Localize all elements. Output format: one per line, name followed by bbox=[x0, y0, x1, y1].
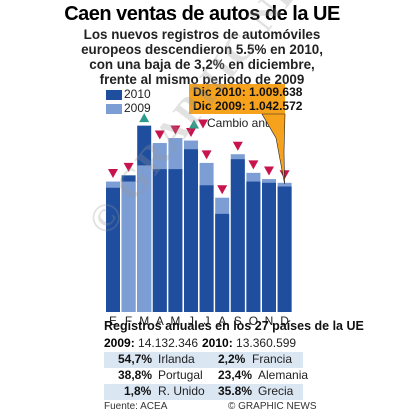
change-marker bbox=[123, 162, 134, 172]
month-tick-label: F bbox=[125, 314, 132, 328]
annual-2009-value: 14.132.346 bbox=[138, 336, 199, 350]
month-tick-label: M bbox=[170, 314, 180, 328]
bar-2009 bbox=[137, 165, 152, 312]
legend-2009-swatch bbox=[106, 104, 122, 114]
annual-right-country: Grecia bbox=[258, 384, 294, 398]
bar-2010 bbox=[277, 186, 292, 312]
annual-heading: Registros anuales en los 27 países de la… bbox=[104, 319, 364, 333]
annual-row-bg bbox=[104, 352, 303, 368]
annual-2009-label: 2009: bbox=[104, 336, 135, 350]
callout-line-2009: Dic 2009: 1.042.572 bbox=[193, 99, 303, 113]
callout-pointer bbox=[261, 113, 286, 185]
page-title: Caen ventas de autos de la UE bbox=[64, 3, 340, 25]
bar-2009 bbox=[121, 181, 136, 312]
month-tick-label: S bbox=[234, 314, 242, 328]
legend-2009-label: 2009 bbox=[124, 101, 151, 115]
annual-2010: 2010: 13.360.599 bbox=[202, 336, 296, 350]
month-tick-label: N bbox=[265, 314, 274, 328]
bar-2010 bbox=[152, 169, 167, 312]
annual-2009: 2009: 14.132.346 bbox=[104, 336, 198, 350]
month-tick-label: M bbox=[139, 314, 149, 328]
source-note: Fuente: ACEA bbox=[104, 401, 168, 412]
annual-left-pct: 1,8% bbox=[124, 384, 152, 398]
bar-2010 bbox=[215, 213, 230, 312]
subtitle-line-2: europeos descendieron 5.5% en 2010, bbox=[81, 42, 323, 57]
legend-2010-swatch bbox=[106, 90, 122, 100]
annual-left-country: Irlanda bbox=[158, 352, 195, 366]
bar-2010 bbox=[106, 187, 120, 312]
callout-line-2010: Dic 2010: 1.009.638 bbox=[193, 85, 303, 99]
annual-row-bg bbox=[104, 368, 303, 384]
subtitle-line-3: con una baja de 3,2% en diciembre, bbox=[89, 57, 315, 72]
annual-right-country: Alemania bbox=[258, 368, 309, 382]
month-tick-label: D bbox=[280, 314, 289, 328]
legend-down-icon bbox=[198, 119, 208, 129]
change-marker bbox=[264, 166, 274, 176]
credit-note: © GRAPHIC NEWS bbox=[228, 401, 317, 412]
change-marker bbox=[154, 130, 165, 140]
subtitle-line-1: Los nuevos registros de automóviles bbox=[83, 27, 321, 42]
annual-right-pct: 35.8% bbox=[218, 384, 253, 398]
annual-left-pct: 54,7% bbox=[118, 352, 153, 366]
month-tick-label: A bbox=[156, 314, 164, 328]
bar-2010 bbox=[168, 169, 183, 312]
change-marker bbox=[217, 185, 228, 195]
month-tick-label: J bbox=[188, 314, 194, 328]
change-marker bbox=[170, 125, 181, 135]
annual-left-country: Portugal bbox=[158, 368, 203, 382]
bar-2010 bbox=[199, 185, 214, 312]
month-tick-label: O bbox=[249, 314, 258, 328]
annual-left-country: R. Unido bbox=[158, 384, 205, 398]
bar-2010 bbox=[246, 181, 261, 312]
annual-2010-value: 13.360.599 bbox=[236, 336, 297, 350]
legend-up-icon bbox=[189, 119, 199, 129]
annual-2010-label: 2010: bbox=[202, 336, 233, 350]
bar-2010 bbox=[184, 149, 198, 312]
month-tick-label: J bbox=[204, 314, 210, 328]
annual-right-pct: 23,4% bbox=[218, 368, 253, 382]
bar-2010 bbox=[230, 159, 245, 312]
callout-box bbox=[189, 84, 285, 114]
subtitle-line-4: frente al mismo periodo de 2009 bbox=[99, 72, 305, 87]
month-tick-label: E bbox=[109, 314, 117, 328]
annual-right-country: Francia bbox=[252, 352, 293, 366]
legend-2010-label: 2010 bbox=[124, 87, 151, 101]
change-marker bbox=[186, 128, 196, 138]
change-marker bbox=[248, 160, 259, 170]
legend-change-label: Cambio anual bbox=[207, 116, 282, 130]
change-marker bbox=[232, 141, 243, 151]
change-marker bbox=[108, 169, 118, 179]
annual-row-bg bbox=[104, 384, 303, 400]
bar-2010 bbox=[262, 182, 276, 312]
annual-right-pct: 2,2% bbox=[218, 352, 246, 366]
annual-left-pct: 38,8% bbox=[118, 368, 153, 382]
change-marker bbox=[201, 150, 212, 160]
month-tick-label: A bbox=[218, 314, 226, 328]
change-marker bbox=[139, 113, 150, 123]
